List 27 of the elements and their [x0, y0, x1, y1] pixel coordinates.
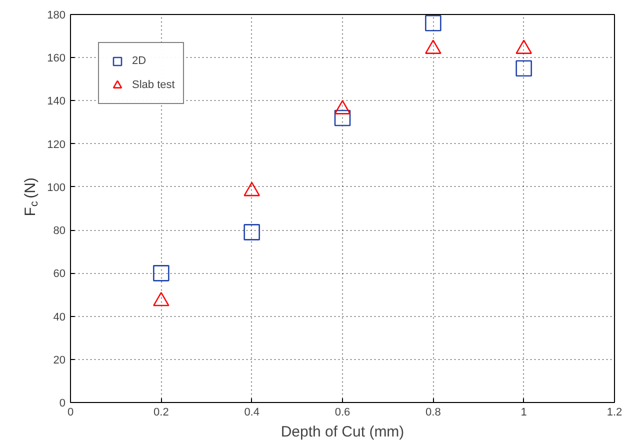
y-tick-label: 80 [53, 225, 66, 238]
y-tick-label: 140 [47, 96, 66, 108]
x-tick-label: 0.2 [154, 406, 169, 418]
x-tick-label: 0 [67, 406, 74, 418]
y-axis-title: Fc (N) [22, 178, 40, 216]
x-tick-label: 0.6 [334, 406, 350, 418]
legend-label: 2D [132, 55, 148, 67]
point [425, 40, 442, 54]
y-tick-label: 100 [47, 182, 66, 194]
x-tick-label: 0.8 [426, 406, 441, 418]
legend-label: Slab test [132, 79, 175, 91]
x-tick-label: 0.4 [244, 406, 260, 418]
point [334, 100, 351, 114]
point [516, 40, 532, 54]
point [244, 224, 260, 240]
x-axis-title: Depth of Cut (mm) [280, 424, 404, 440]
y-tick-label: 60 [53, 268, 66, 280]
y-tick-label: 180 [47, 10, 66, 22]
point [153, 265, 170, 282]
point [244, 182, 260, 196]
y-tick-label: 160 [47, 52, 66, 65]
y-tick-label: 40 [53, 311, 66, 324]
y-tick-label: 0 [59, 398, 66, 410]
x-tick-label: 1.2 [606, 406, 622, 418]
x-tick-label: 1 [520, 406, 527, 418]
y-tick-label: 20 [53, 354, 66, 366]
y-tick-label: 120 [47, 138, 66, 151]
